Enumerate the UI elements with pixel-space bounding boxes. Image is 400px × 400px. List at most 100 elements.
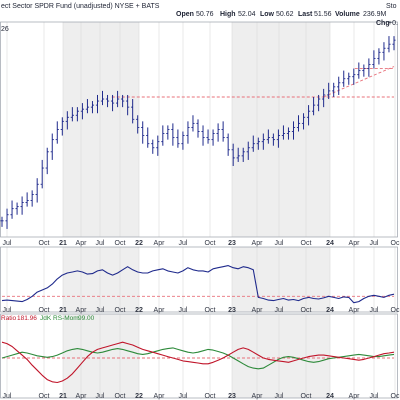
price-bar (221, 121, 225, 142)
price-bar (377, 48, 381, 65)
price-bar (327, 82, 331, 100)
price-bar (317, 94, 321, 112)
price-bar (226, 133, 230, 156)
x-tick-label: Jul (96, 307, 105, 314)
x-tick-label: 24 (326, 307, 334, 314)
volume-value: 236.9M (363, 11, 387, 18)
x-tick-label: Apr (252, 240, 264, 247)
x-tick-label: 23 (228, 393, 236, 400)
x-tick-label: Jul (275, 393, 284, 400)
x-tick-label: Apr (349, 393, 361, 400)
price-bar (15, 202, 19, 215)
price-bar (296, 115, 301, 132)
year-band (232, 22, 330, 237)
legend-ratio-label: Ratio (1, 315, 17, 322)
price-bar (311, 96, 316, 116)
rrg-legend: Ratio 181.96 JdK RS-Mom 99.00 (1, 315, 95, 322)
x-tick-label: Oct (39, 393, 50, 400)
price-bar (231, 143, 235, 167)
x-tick-label: Jul (179, 307, 188, 314)
price-bar (291, 121, 296, 140)
price-bar (342, 70, 346, 87)
x-tick-label: 21 (59, 393, 67, 400)
price-bar (372, 50, 376, 69)
chart-header: ect Sector SPDR Fund (unadjusted) NYSE +… (1, 3, 398, 33)
price-bar (347, 72, 351, 85)
price-bar (20, 196, 24, 215)
price-bar (35, 178, 39, 203)
price-bar (322, 88, 326, 108)
x-tick-label: Apr (154, 240, 166, 247)
price-bar (146, 127, 150, 148)
x-tick-label: Jul (370, 307, 379, 314)
x-tick-label: Jul (3, 393, 12, 400)
price-bar (100, 90, 105, 106)
price-bar (25, 192, 29, 207)
price-bar (266, 129, 270, 144)
x-tick-label: Jul (179, 240, 188, 247)
price-bar (332, 82, 336, 97)
year-band (63, 247, 139, 312)
price-bar (306, 105, 311, 126)
year-band (232, 247, 330, 312)
x-tick-label: Oct (115, 240, 126, 247)
corner-text: Sto (386, 3, 397, 10)
price-bar (55, 121, 59, 144)
price-bar (286, 127, 291, 140)
price-bar (186, 121, 190, 144)
year-band (63, 314, 139, 398)
chart-title: ect Sector SPDR Fund (unadjusted) NYSE +… (1, 3, 160, 10)
panel-frames (0, 21, 398, 399)
price-bar (362, 64, 366, 77)
high-value: 52.04 (238, 11, 256, 18)
x-tick-label: Apr (76, 393, 88, 400)
x-tick-label: 24 (326, 393, 334, 400)
price-bar (357, 62, 361, 79)
legend-jdk-value: 99.00 (78, 315, 95, 322)
x-tick-label: Oct (205, 307, 216, 314)
chg-label: Chg (376, 20, 390, 27)
x-tick-label: 21 (59, 307, 67, 314)
ratio-series-line (1, 265, 395, 304)
price-bar (95, 94, 100, 114)
price-bar (261, 133, 265, 150)
x-tick-label: 24 (326, 240, 334, 247)
x-tick-label: Jul (96, 240, 105, 247)
price-bar (367, 58, 371, 77)
x-tick-label: 23 (228, 240, 236, 247)
price-bar (30, 190, 34, 207)
price-bar (90, 101, 95, 114)
x-tick-label: Oct (205, 393, 216, 400)
x-tick-label: Oct (115, 307, 126, 314)
low-label: Low (260, 11, 275, 18)
x-tick-label: Apr (76, 307, 88, 314)
x-tick-label: Oct (301, 307, 312, 314)
rs-ratio-line (1, 341, 395, 384)
price-bar (246, 141, 250, 160)
price-bar (65, 111, 69, 130)
price-bar (191, 115, 195, 132)
x-tick-label: 22 (135, 393, 143, 400)
price-bar (181, 131, 185, 150)
price-bar (80, 103, 85, 120)
price-bar (131, 99, 135, 124)
panel-frame (0, 21, 398, 238)
x-tick-label: Oct (301, 240, 312, 247)
price-bar (151, 139, 155, 154)
x-tick-label: Oc (391, 393, 400, 400)
price-bar (337, 76, 341, 95)
x-tick-label: Oct (205, 240, 216, 247)
x-tick-label: Apr (349, 240, 361, 247)
rs-momentum-line (1, 347, 395, 370)
price-bar (70, 107, 74, 122)
x-tick-label: Apr (349, 307, 361, 314)
price-bar (110, 94, 115, 112)
year-bands (63, 22, 330, 398)
x-tick-label: Jul (96, 393, 105, 400)
x-tick-label: Oct (39, 240, 50, 247)
price-bars (0, 36, 396, 229)
title-fragment: 26 (1, 26, 9, 33)
x-tick-label: 22 (135, 307, 143, 314)
x-tick-label: 22 (135, 240, 143, 247)
